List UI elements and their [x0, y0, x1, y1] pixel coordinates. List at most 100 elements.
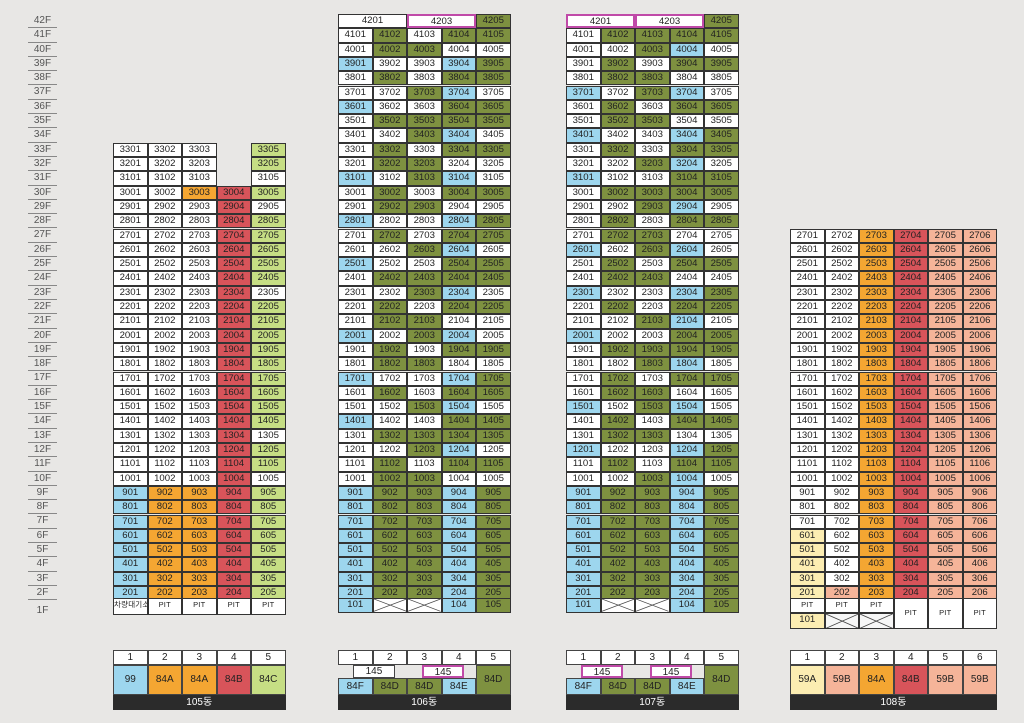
legend-unit-type: 84F [566, 678, 601, 695]
unit-108-2005: 2005 [928, 328, 963, 343]
unit-107-2103: 2103 [635, 314, 670, 329]
legend-merged-area: 145 [422, 665, 464, 678]
unit-106-4102: 4102 [372, 28, 407, 43]
unit-106-901: 901 [338, 485, 373, 501]
unit-105-1001: 1001 [113, 471, 148, 486]
unit-106-3205: 3205 [476, 157, 511, 172]
unit-105-3002: 3002 [147, 185, 182, 200]
unit-105-1101: 1101 [113, 457, 148, 472]
unit-107-2605: 2605 [704, 242, 739, 258]
unit-106-2602: 2602 [372, 242, 407, 258]
unit-105-2105: 2105 [251, 314, 286, 329]
floor-label-42f: 42F [28, 14, 57, 29]
unit-105-1904: 1904 [216, 342, 251, 358]
unit-106-2404: 2404 [441, 271, 476, 286]
legend-unit-type: 84C [251, 665, 286, 695]
unit-105-1702: 1702 [147, 371, 182, 386]
unit-107-1702: 1702 [600, 371, 635, 386]
unit-105-2901: 2901 [113, 199, 148, 215]
unit-106-1102: 1102 [372, 457, 407, 472]
unit-106-1703: 1703 [407, 371, 442, 386]
unit-107-3802: 3802 [600, 71, 635, 86]
pit-108-2: PIT [824, 598, 859, 613]
unit-105-605: 605 [251, 528, 286, 544]
unit-106-1104: 1104 [441, 457, 476, 472]
unit-108-2504: 2504 [893, 257, 928, 272]
unit-106-404: 404 [441, 557, 476, 572]
unit-107-2202: 2202 [600, 300, 635, 315]
unit-107-1401: 1401 [566, 414, 601, 429]
unit-top-1: 4201 [566, 14, 635, 29]
unit-106-302: 302 [372, 571, 407, 586]
unit-106-2503: 2503 [407, 257, 442, 272]
unit-107-1802: 1802 [600, 357, 635, 372]
unit-105-3201: 3201 [113, 157, 148, 172]
unit-105-2203: 2203 [182, 300, 217, 315]
unit-105-401: 401 [113, 557, 148, 572]
unit-105-3005: 3005 [251, 185, 286, 200]
unit-105-2003: 2003 [182, 328, 217, 343]
unit-106-3202: 3202 [372, 157, 407, 172]
unit-107-1105: 1105 [704, 457, 739, 472]
unit-105-903: 903 [182, 485, 217, 501]
unit-107-2502: 2502 [600, 257, 635, 272]
unit-107-2602: 2602 [600, 242, 635, 258]
unit-106-903: 903 [407, 485, 442, 501]
legend-unit-type: 84D [476, 665, 511, 695]
unit-106-2201: 2201 [338, 300, 373, 315]
unit-105-1105: 1105 [251, 457, 286, 472]
unit-105-701: 701 [113, 514, 148, 529]
unit-106-3603: 3603 [407, 99, 442, 115]
unit-105-2604: 2604 [216, 242, 251, 258]
unit-108-1206: 1206 [962, 443, 997, 458]
unit-105-2603: 2603 [182, 242, 217, 258]
unit-105-1704: 1704 [216, 371, 251, 386]
unit-108-2405: 2405 [928, 271, 963, 286]
unit-105-1204: 1204 [216, 443, 251, 458]
unit-108-2502: 2502 [824, 257, 859, 272]
unit-106-1404: 1404 [441, 414, 476, 429]
unit-top-3: 4205 [704, 14, 739, 29]
unit-105-3105: 3105 [251, 171, 286, 186]
unit-108-1305: 1305 [928, 428, 963, 443]
unit-107-2901: 2901 [566, 199, 601, 215]
unit-108-505: 505 [928, 543, 963, 558]
unit-108-2006: 2006 [962, 328, 997, 343]
unit-107-904: 904 [669, 485, 704, 501]
unit-107-3402: 3402 [600, 128, 635, 143]
floor-label-2f: 2F [28, 586, 57, 601]
unit-108-606: 606 [962, 528, 997, 544]
unit-108-1903: 1903 [859, 342, 894, 358]
unit-106-2301: 2301 [338, 285, 373, 300]
unit-108-2102: 2102 [824, 314, 859, 329]
unit-105-1303: 1303 [182, 428, 217, 443]
floor-label-8f: 8F [28, 500, 57, 515]
unit-108-701: 701 [790, 514, 825, 529]
ground-107-5: 105 [704, 598, 739, 613]
ground-106-5: 105 [476, 598, 511, 613]
unit-106-4004: 4004 [441, 42, 476, 57]
legend-line-number: 5 [928, 650, 963, 665]
unit-107-2403: 2403 [635, 271, 670, 286]
unit-105-2602: 2602 [147, 242, 182, 258]
legend-unit-type: 84B [893, 665, 928, 695]
unit-105-1402: 1402 [147, 414, 182, 429]
unit-106-501: 501 [338, 543, 373, 558]
ground-108-3 [859, 612, 894, 629]
unit-105-2702: 2702 [147, 228, 182, 243]
unit-107-1605: 1605 [704, 385, 739, 401]
floor-label-18f: 18F [28, 357, 57, 372]
unit-106-1705: 1705 [476, 371, 511, 386]
unit-108-1301: 1301 [790, 428, 825, 443]
floor-label-7f: 7F [28, 514, 57, 529]
unit-105-1601: 1601 [113, 385, 148, 401]
unit-108-906: 906 [962, 485, 997, 501]
unit-106-301: 301 [338, 571, 373, 586]
legend-unit-type: 59B [824, 665, 859, 695]
unit-107-401: 401 [566, 557, 601, 572]
unit-105-601: 601 [113, 528, 148, 544]
unit-106-3302: 3302 [372, 142, 407, 157]
unit-106-2901: 2901 [338, 199, 373, 215]
unit-105-1405: 1405 [251, 414, 286, 429]
floor-label-27f: 27F [28, 228, 57, 243]
